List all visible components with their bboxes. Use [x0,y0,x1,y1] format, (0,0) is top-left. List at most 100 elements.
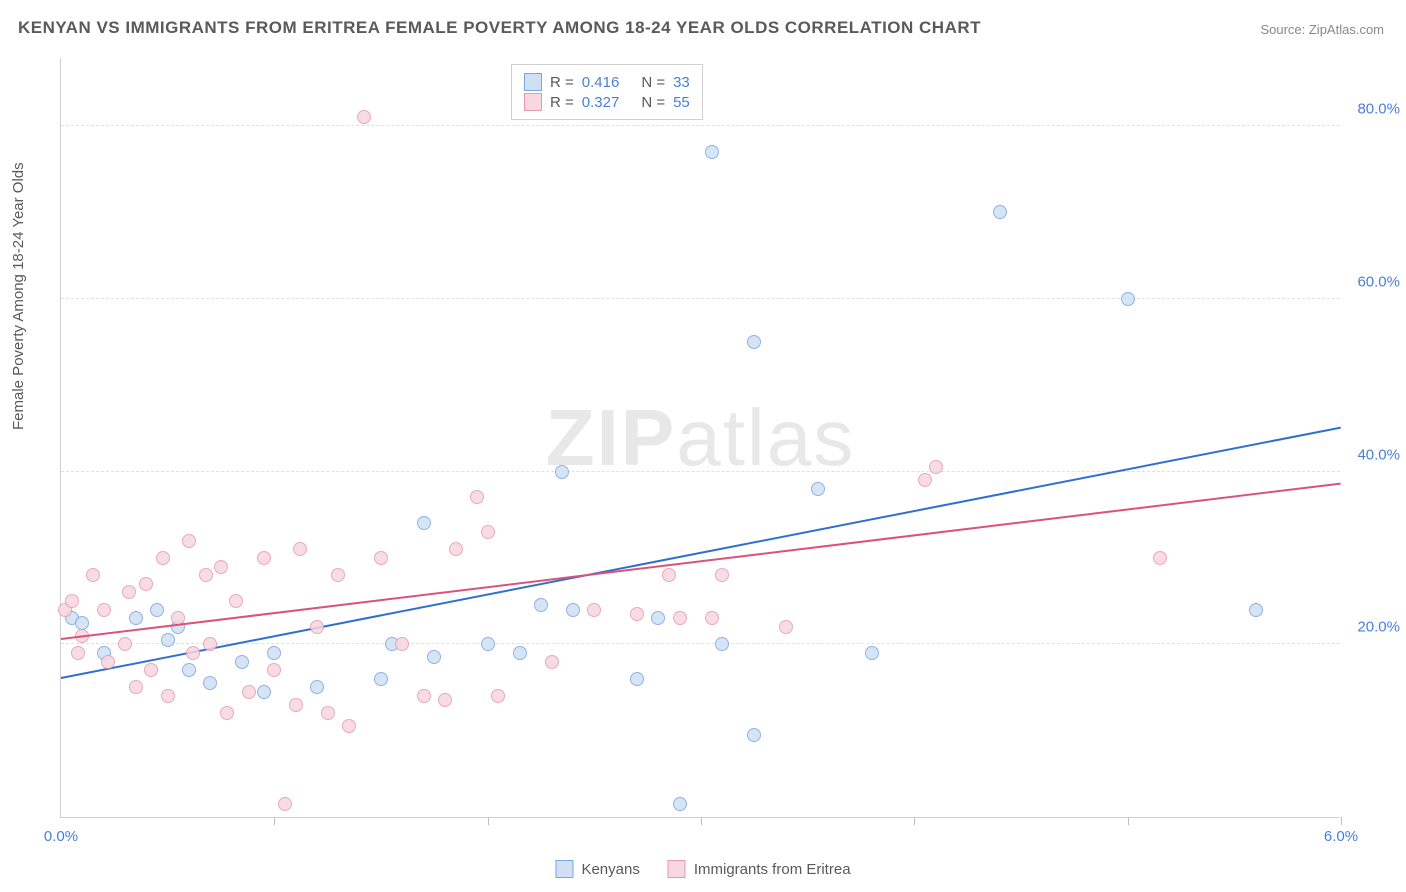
scatter-point [747,335,761,349]
scatter-point [747,728,761,742]
scatter-point [779,620,793,634]
gridline-horizontal [61,298,1340,299]
scatter-point [75,616,89,630]
x-tick [1128,817,1129,825]
trend-line [61,483,1341,640]
correlation-legend: R =0.416N =33R =0.327N =55 [511,64,703,120]
scatter-point [242,685,256,699]
bottom-legend-item: Immigrants from Eritrea [668,860,851,878]
legend-swatch [668,860,686,878]
scatter-point [491,689,505,703]
scatter-point [1153,551,1167,565]
scatter-point [374,672,388,686]
scatter-point [395,637,409,651]
scatter-point [417,516,431,530]
series-legend: Kenyans Immigrants from Eritrea [555,860,850,878]
legend-row: R =0.416N =33 [524,73,690,91]
legend-n-label: N = [641,74,665,91]
scatter-point [267,646,281,660]
scatter-point [811,482,825,496]
scatter-point [555,465,569,479]
scatter-point [71,646,85,660]
scatter-point [257,685,271,699]
scatter-point [310,620,324,634]
scatter-point [235,655,249,669]
scatter-point [438,693,452,707]
scatter-point [161,689,175,703]
scatter-point [293,542,307,556]
scatter-point [587,603,601,617]
y-tick-label: 80.0% [1357,101,1400,118]
legend-n-label: N = [641,94,665,111]
x-tick [274,817,275,825]
scatter-point [182,663,196,677]
scatter-point [267,663,281,677]
scatter-point [1249,603,1263,617]
scatter-point [705,611,719,625]
scatter-point [374,551,388,565]
scatter-point [310,680,324,694]
scatter-point [150,603,164,617]
scatter-point [289,698,303,712]
legend-n-value: 33 [673,74,690,91]
scatter-point [144,663,158,677]
legend-r-label: R = [550,94,574,111]
scatter-point [993,205,1007,219]
scatter-point [417,689,431,703]
scatter-point [566,603,580,617]
scatter-point [278,797,292,811]
scatter-point [534,598,548,612]
scatter-point [203,637,217,651]
scatter-point [651,611,665,625]
scatter-point [86,568,100,582]
y-axis-label: Female Poverty Among 18-24 Year Olds [10,162,27,430]
scatter-point [929,460,943,474]
gridline-horizontal [61,471,1340,472]
scatter-point [342,719,356,733]
legend-r-value: 0.327 [582,94,620,111]
scatter-point [122,585,136,599]
bottom-legend-item: Kenyans [555,860,639,878]
scatter-point [229,594,243,608]
x-tick [1341,817,1342,825]
scatter-point [918,473,932,487]
scatter-point [186,646,200,660]
x-tick-label: 6.0% [1324,828,1358,845]
scatter-point [673,797,687,811]
legend-swatch [524,93,542,111]
legend-swatch [555,860,573,878]
scatter-point [481,525,495,539]
x-tick [701,817,702,825]
scatter-point [118,637,132,651]
scatter-point [449,542,463,556]
scatter-point [220,706,234,720]
scatter-point [257,551,271,565]
scatter-point [321,706,335,720]
scatter-point [865,646,879,660]
scatter-point [97,603,111,617]
scatter-point [662,568,676,582]
scatter-point [630,672,644,686]
y-tick-label: 40.0% [1357,446,1400,463]
legend-label: Immigrants from Eritrea [694,861,851,878]
chart-title: KENYAN VS IMMIGRANTS FROM ERITREA FEMALE… [18,18,981,38]
scatter-point [129,611,143,625]
y-tick-label: 20.0% [1357,619,1400,636]
scatter-chart: ZIPatlas R =0.416N =33R =0.327N =55 20.0… [60,58,1340,818]
scatter-point [545,655,559,669]
scatter-point [513,646,527,660]
scatter-point [715,568,729,582]
scatter-point [481,637,495,651]
legend-swatch [524,73,542,91]
scatter-point [101,655,115,669]
y-tick-label: 60.0% [1357,273,1400,290]
scatter-point [630,607,644,621]
scatter-point [357,110,371,124]
scatter-point [214,560,228,574]
scatter-point [199,568,213,582]
gridline-horizontal [61,643,1340,644]
x-tick [914,817,915,825]
scatter-point [427,650,441,664]
x-tick-label: 0.0% [44,828,78,845]
scatter-point [156,551,170,565]
